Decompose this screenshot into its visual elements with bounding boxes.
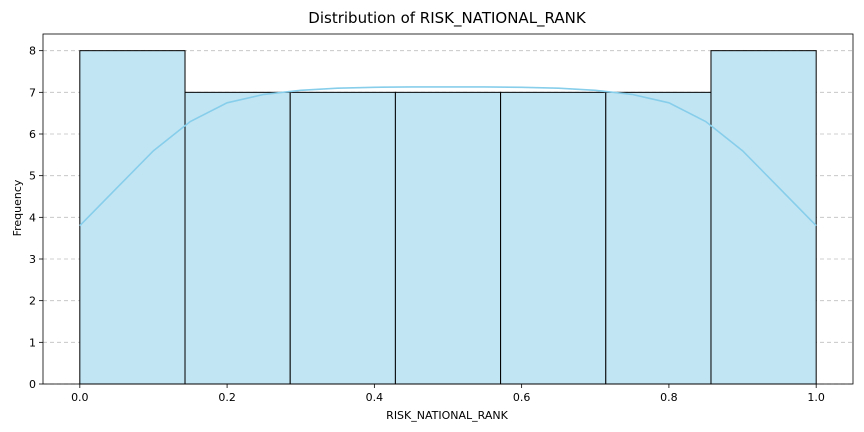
y-tick-label-0: 0	[29, 378, 36, 391]
x-axis-label: RISK_NATIONAL_RANK	[386, 409, 508, 422]
histogram-bar-2	[289, 91, 396, 385]
x-tick-label-2: 0.4	[366, 391, 384, 404]
x-tick-label-3: 0.6	[513, 391, 531, 404]
y-tick-label-5: 5	[29, 170, 36, 183]
x-tick-label-5: 1.0	[807, 391, 825, 404]
histogram-bar-4	[500, 91, 607, 385]
y-tick-label-6: 6	[29, 128, 36, 141]
y-tick-label-2: 2	[29, 295, 36, 308]
x-tick-label-4: 0.8	[660, 391, 678, 404]
x-tick-label-0: 0.0	[71, 391, 89, 404]
kde-curve	[79, 86, 817, 227]
histogram-bar-5	[605, 91, 712, 385]
histogram-bar-6	[710, 50, 817, 385]
y-axis-ticks: 0 1 2 3 4 5 6 7 8	[29, 45, 43, 391]
x-axis-ticks: 0.0 0.2 0.4 0.6 0.8 1.0	[71, 384, 825, 404]
x-tick-label-1: 0.2	[218, 391, 236, 404]
histogram-bar-1	[184, 91, 291, 385]
y-tick-label-1: 1	[29, 336, 36, 349]
y-tick-label-4: 4	[29, 211, 36, 224]
y-tick-label-8: 8	[29, 45, 36, 58]
y-tick-label-7: 7	[29, 86, 36, 99]
chart-title: Distribution of RISK_NATIONAL_RANK	[308, 9, 587, 28]
histogram-bar-0	[79, 50, 186, 385]
y-axis-label: Frequency	[11, 179, 24, 236]
histogram-bars	[79, 50, 817, 385]
histogram-bar-3	[394, 91, 502, 385]
y-tick-label-3: 3	[29, 253, 36, 266]
plot-frame	[42, 33, 854, 385]
